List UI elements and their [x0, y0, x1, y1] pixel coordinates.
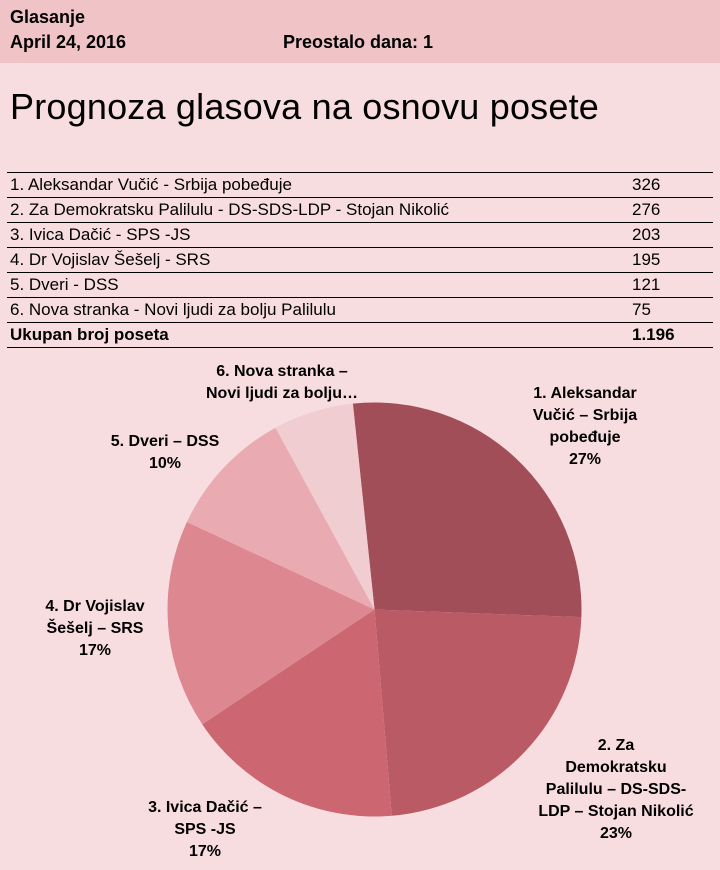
- table-total-row: Ukupan broj poseta 1.196: [7, 322, 713, 347]
- table-row: 5. Dveri - DSS 121: [7, 272, 713, 297]
- pie-label-dveri-dss: 5. Dveri – DSS 10%: [110, 433, 220, 472]
- candidate-label: 2. Za Demokratsku Palilulu - DS-SDS-LDP …: [10, 200, 449, 219]
- vote-results-table: 1. Aleksandar Vučić - Srbija pobeđuje 32…: [7, 172, 713, 348]
- visit-count: 203: [632, 225, 661, 244]
- page-header: Glasanje April 24, 2016 Preostalo dana: …: [0, 0, 720, 63]
- visit-count: 121: [632, 275, 661, 294]
- pie-slice-6: [275, 403, 375, 610]
- page-title: Prognoza glasova na osnovu posete: [10, 86, 600, 127]
- table-row: 1. Aleksandar Vučić - Srbija pobeđuje 32…: [7, 172, 713, 197]
- pie-slice-2: [374, 609, 582, 816]
- pie-slice-4: [167, 522, 375, 725]
- visit-count: 326: [632, 175, 661, 194]
- pie-slice-1: [352, 402, 582, 618]
- table-row: 3. Ivica Dačić - SPS -JS 203: [7, 222, 713, 247]
- pie-label-aleksandar-vucic: 1. Aleksandar Vučić – Srbija pobeđuje 27…: [532, 385, 638, 468]
- visit-count: 75: [632, 300, 651, 319]
- visit-count: 276: [632, 200, 661, 219]
- pie-slice-3: [202, 609, 392, 817]
- table-row: 4. Dr Vojislav Šešelj - SRS 195: [7, 247, 713, 272]
- pie-label-za-demokratsku-palilulu: 2. Za Demokratsku Palilulu – DS-SDS- LDP…: [538, 737, 694, 842]
- poll-date: April 24, 2016: [10, 32, 127, 52]
- pie-slice-5: [186, 427, 375, 610]
- visit-count: 195: [632, 250, 661, 269]
- total-visit-count: 1.196: [632, 325, 675, 344]
- pie-label-ivica-dacic: 3. Ivica Dačić – SPS -JS 17%: [148, 799, 262, 860]
- candidate-label: 5. Dveri - DSS: [10, 275, 119, 294]
- pie-label-vojislav-seselj: 4. Dr Vojislav Šešelj – SRS 17%: [45, 598, 145, 659]
- table-row: 6. Nova stranka - Novi ljudi za bolju Pa…: [7, 297, 713, 322]
- candidate-label: 1. Aleksandar Vučić - Srbija pobeđuje: [10, 175, 292, 194]
- pie-label-nova-stranka: 6. Nova stranka – Novi ljudi za bolju…: [206, 363, 358, 402]
- total-label: Ukupan broj poseta: [10, 325, 169, 344]
- days-remaining-label: Preostalo dana: 1: [283, 32, 434, 52]
- table-row: 2. Za Demokratsku Palilulu - DS-SDS-LDP …: [7, 197, 713, 222]
- app-title: Glasanje: [10, 7, 86, 27]
- candidate-label: 4. Dr Vojislav Šešelj - SRS: [10, 250, 211, 269]
- candidate-label: 6. Nova stranka - Novi ljudi za bolju Pa…: [10, 300, 336, 319]
- candidate-label: 3. Ivica Dačić - SPS -JS: [10, 225, 191, 244]
